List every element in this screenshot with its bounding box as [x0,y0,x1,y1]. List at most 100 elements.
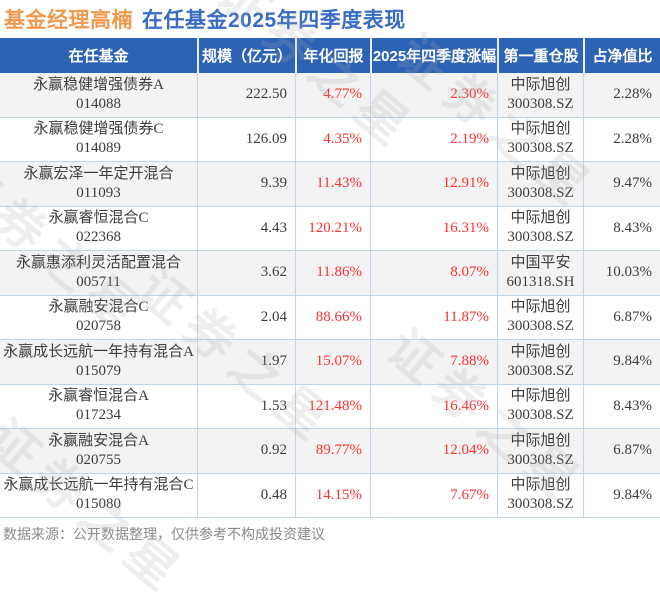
stock-name: 中际旭创 [510,210,571,227]
stock-name: 中际旭创 [510,165,571,182]
top-holding-cell: 中际旭创 300308.SZ [497,206,583,250]
weight-cell: 9.84% [583,340,660,384]
stock-code: 300308.SZ [507,407,574,424]
top-holding-cell: 中际旭创 300308.SZ [497,473,583,517]
stock-code: 300308.SZ [507,140,574,157]
weight-cell: 6.87% [583,429,660,473]
fund-code: 020758 [76,318,121,335]
stock-name: 中国平安 [510,254,571,271]
fund-table: 在任基金 规模（亿元） 年化回报 2025年四季度涨幅 第一重仓股 占净值比 永… [0,38,660,518]
fund-name: 永赢惠添利灵活配置混合 [15,254,181,271]
col-header-annual: 年化回报 [295,38,370,73]
fund-cell: 永赢稳健增强债券A 014088 [0,73,197,117]
fund-cell: 永赢睿恒混合A 017234 [0,385,197,429]
fund-name: 永赢融安混合A [48,432,149,449]
page-title: 基金经理高楠 在任基金2025年四季度表现 [4,4,406,34]
top-holding-cell: 中际旭创 300308.SZ [497,117,583,161]
annual-return-cell: 11.86% [295,251,370,295]
fund-name: 永赢稳健增强债券C [33,121,164,138]
top-holding-cell: 中际旭创 300308.SZ [497,295,583,339]
fund-code: 014088 [76,95,121,112]
q4-change-cell: 11.87% [370,295,497,339]
col-header-fund: 在任基金 [68,48,129,65]
fund-code: 022368 [76,229,121,246]
top-holding-cell: 中际旭创 300308.SZ [497,73,583,117]
q4-change-cell: 16.31% [370,206,497,250]
annual-return-cell: 4.35% [295,117,370,161]
stock-name: 中际旭创 [510,299,571,316]
annual-return-cell: 4.77% [295,73,370,117]
scale-cell: 9.39 [197,162,295,206]
scale-cell: 4.43 [197,206,295,250]
q4-change-cell: 16.46% [370,384,497,428]
weight-cell: 2.28% [583,117,660,161]
fund-name: 永赢成长远航一年持有混合C [3,477,194,494]
annual-return-cell: 121.48% [295,384,370,428]
annual-return-cell: 11.43% [295,162,370,206]
table-row: 永赢融安混合C 020758 2.04 88.66% 11.87% 中际旭创 3… [0,295,660,340]
table-header-row: 在任基金 规模（亿元） 年化回报 2025年四季度涨幅 第一重仓股 占净值比 [0,38,660,73]
source-note: 数据来源：公开数据整理，仅供参考不构成投资建议 [3,526,325,542]
table-row: 永赢睿恒混合C 022368 4.43 120.21% 16.31% 中际旭创 … [0,206,660,251]
q4-change-cell: 7.67% [370,473,497,517]
scale-cell: 3.62 [197,251,295,295]
fund-cell: 永赢睿恒混合C 022368 [0,207,197,251]
manager-name: 基金经理高楠 [4,9,133,32]
scale-cell: 1.53 [197,384,295,428]
fund-name: 永赢宏泽一年定开混合 [23,165,174,182]
scale-cell: 0.48 [197,473,295,517]
table-row: 永赢宏泽一年定开混合 011093 9.39 11.43% 12.91% 中际旭… [0,162,660,207]
stock-code: 300308.SZ [507,95,574,112]
fund-code: 015080 [76,496,121,513]
fund-name: 永赢睿恒混合C [48,210,149,227]
weight-cell: 9.84% [583,473,660,517]
fund-code: 017234 [76,407,121,424]
stock-name: 中际旭创 [510,432,571,449]
table-row: 永赢睿恒混合A 017234 1.53 121.48% 16.46% 中际旭创 … [0,384,660,429]
q4-change-cell: 2.30% [370,73,497,117]
col-header-scale: 规模（亿元） [197,38,295,73]
top-holding-cell: 中国平安 601318.SH [497,251,583,295]
stock-code: 300308.SZ [507,318,574,335]
weight-cell: 2.28% [583,73,660,117]
col-header-stock: 第一重仓股 [497,38,583,73]
fund-code: 005711 [76,273,121,290]
annual-return-cell: 15.07% [295,340,370,384]
q4-change-cell: 12.91% [370,162,497,206]
annual-return-cell: 89.77% [295,429,370,473]
fund-name: 永赢稳健增强债券A [33,76,164,93]
q4-change-cell: 7.88% [370,340,497,384]
table-row: 永赢成长远航一年持有混合A 015079 1.97 15.07% 7.88% 中… [0,340,660,385]
fund-cell: 永赢惠添利灵活配置混合 005711 [0,251,197,295]
scale-cell: 0.92 [197,429,295,473]
stock-code: 300308.SZ [507,229,574,246]
fund-code: 014089 [76,140,121,157]
weight-cell: 10.03% [583,251,660,295]
col-header-weight: 占净值比 [583,38,660,73]
stock-code: 300308.SZ [507,451,574,468]
fund-cell: 永赢稳健增强债券C 014089 [0,118,197,162]
weight-cell: 6.87% [583,295,660,339]
stock-name: 中际旭创 [510,121,571,138]
table-row: 永赢融安混合A 020755 0.92 89.77% 12.04% 中际旭创 3… [0,429,660,474]
fund-code: 011093 [76,184,121,201]
stock-code: 300308.SZ [507,184,574,201]
fund-cell: 永赢成长远航一年持有混合C 015080 [0,474,197,518]
table-row: 永赢稳健增强债券C 014089 126.09 4.35% 2.19% 中际旭创… [0,117,660,162]
fund-cell: 永赢融安混合A 020755 [0,429,197,473]
scale-cell: 222.50 [197,73,295,117]
fund-cell: 永赢宏泽一年定开混合 011093 [0,162,197,206]
stock-name: 中际旭创 [510,388,571,405]
stock-code: 300308.SZ [507,362,574,379]
annual-return-cell: 14.15% [295,473,370,517]
top-holding-cell: 中际旭创 300308.SZ [497,384,583,428]
fund-code: 020755 [76,451,121,468]
q4-change-cell: 12.04% [370,429,497,473]
table-row: 永赢成长远航一年持有混合C 015080 0.48 14.15% 7.67% 中… [0,473,660,518]
q4-change-cell: 2.19% [370,117,497,161]
stock-code: 300308.SZ [507,496,574,513]
q4-change-cell: 8.07% [370,251,497,295]
stock-name: 中际旭创 [510,76,571,93]
stock-name: 中际旭创 [510,477,571,494]
